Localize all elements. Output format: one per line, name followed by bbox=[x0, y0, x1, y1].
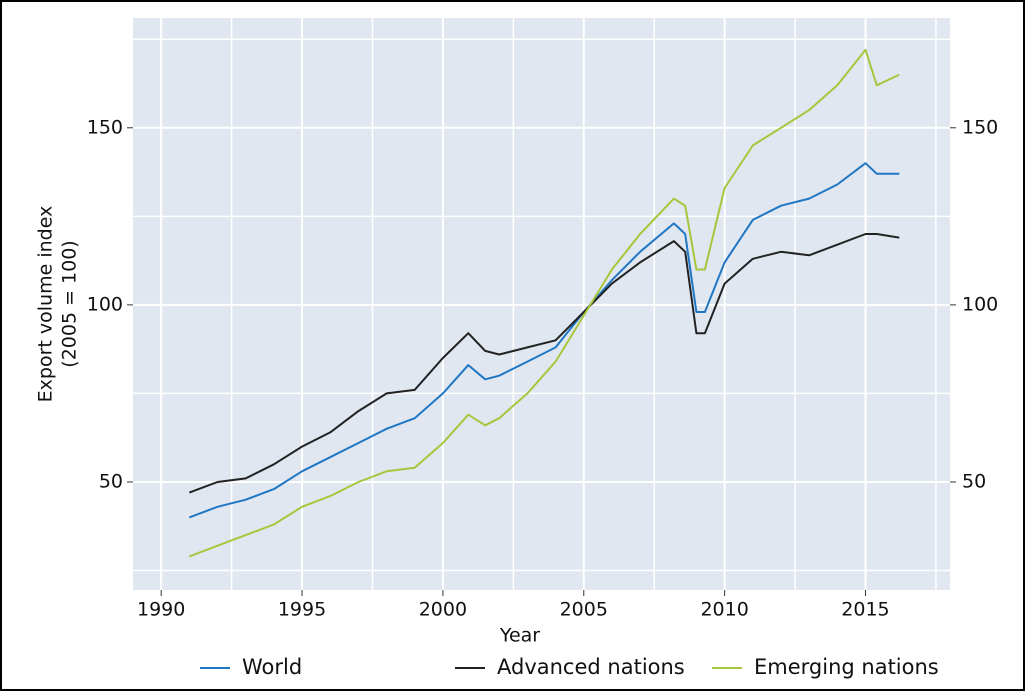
x-tick-label: 2015 bbox=[841, 599, 889, 621]
y-axis-label: Export volume index bbox=[35, 206, 57, 403]
x-tick-label: 2005 bbox=[560, 599, 608, 621]
y-axis-label: (2005 = 100) bbox=[59, 240, 81, 367]
y2-tick-label: 150 bbox=[962, 116, 998, 138]
x-tick-label: 2010 bbox=[700, 599, 748, 621]
x-tick-label: 1990 bbox=[137, 599, 185, 621]
legend-label: Advanced nations bbox=[497, 655, 685, 679]
y-tick-label: 50 bbox=[99, 470, 123, 492]
y2-tick-label: 50 bbox=[962, 470, 986, 492]
legend-label: World bbox=[242, 655, 302, 679]
series-line bbox=[188, 48, 900, 558]
y-tick-label: 150 bbox=[87, 116, 123, 138]
x-axis-label: Year bbox=[499, 625, 540, 647]
series-line bbox=[188, 162, 900, 519]
legend-label: Emerging nations bbox=[754, 655, 939, 679]
y-tick-label: 100 bbox=[87, 293, 123, 315]
x-tick-label: 1995 bbox=[278, 599, 326, 621]
x-tick-label: 2000 bbox=[419, 599, 467, 621]
series-line bbox=[188, 233, 900, 494]
y2-tick-label: 100 bbox=[962, 293, 998, 315]
